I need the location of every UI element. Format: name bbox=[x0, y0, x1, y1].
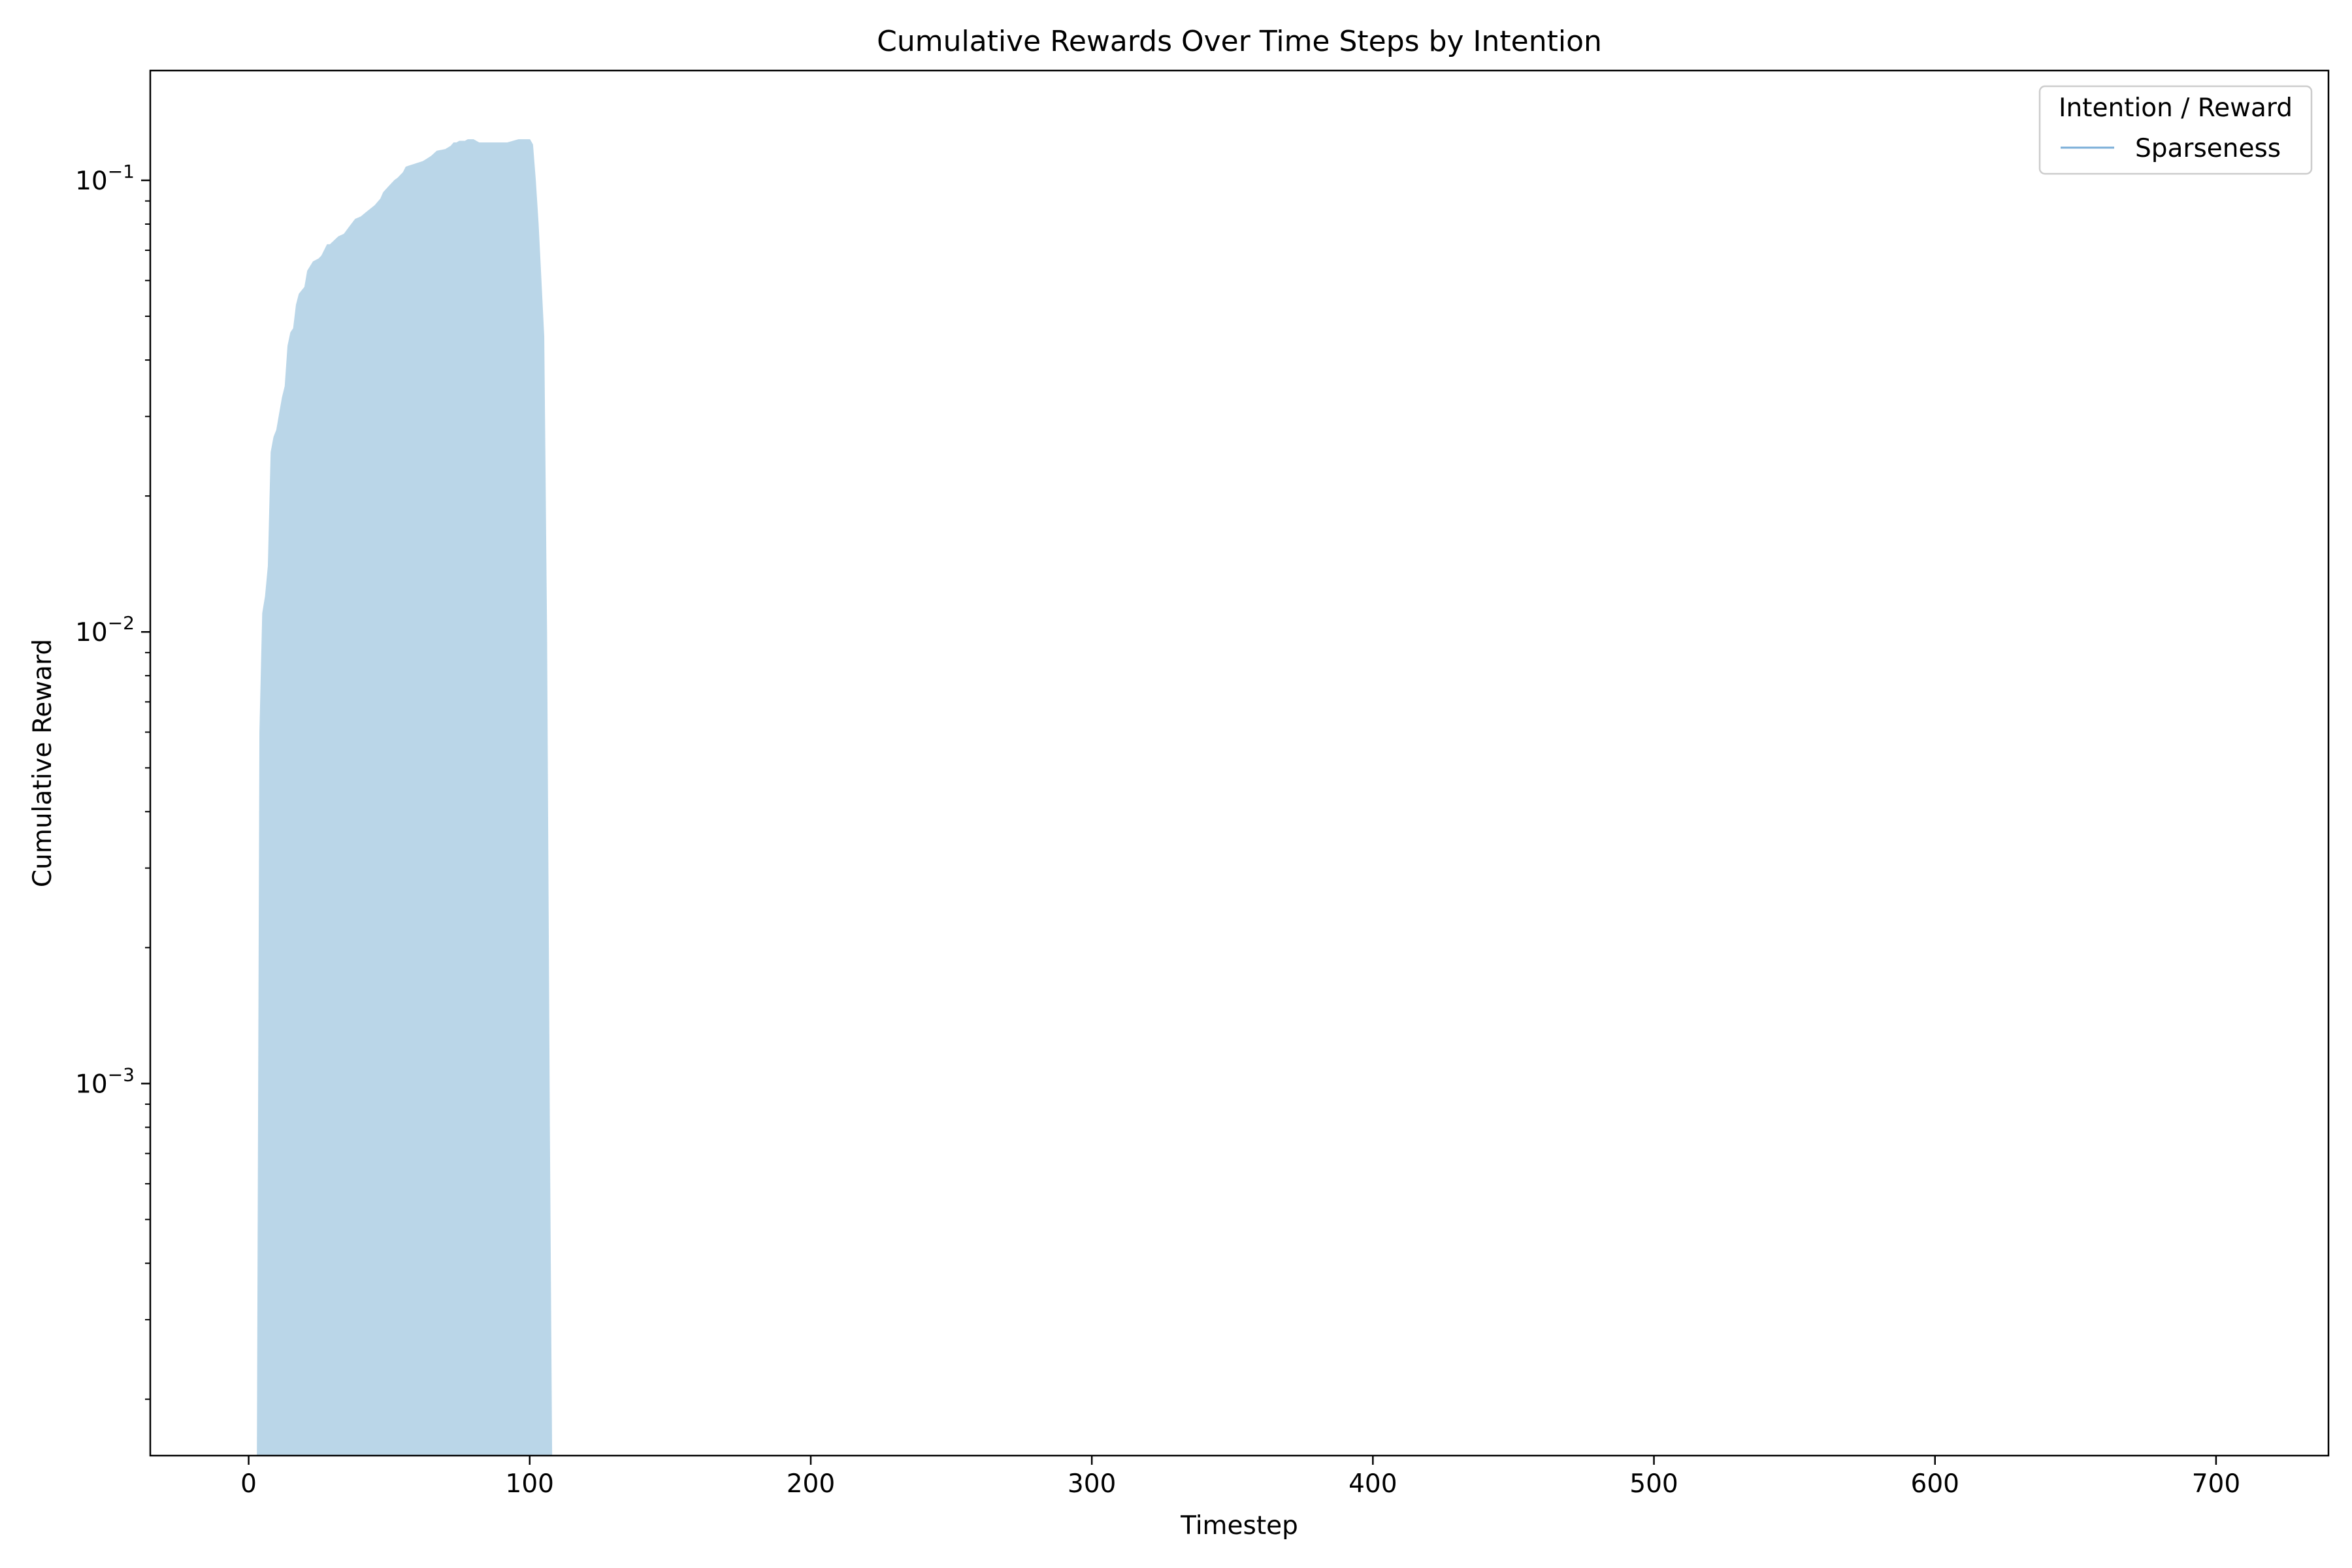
chart-title: Cumulative Rewards Over Time Steps by In… bbox=[877, 25, 1602, 58]
x-axis-label: Timestep bbox=[1180, 1511, 1298, 1541]
x-tick-label: 100 bbox=[506, 1469, 554, 1499]
y-axis: 10−3 10−2 10−1 bbox=[75, 161, 150, 1400]
series-layer bbox=[257, 139, 553, 1456]
legend-box bbox=[2038, 85, 2313, 175]
series-line-sparseness bbox=[257, 139, 553, 1456]
x-tick-label: 200 bbox=[787, 1469, 835, 1499]
y-tick-label: 10−1 bbox=[75, 161, 135, 196]
x-tick-label: 700 bbox=[2192, 1469, 2240, 1499]
x-tick-label: 400 bbox=[1348, 1469, 1397, 1499]
legend: Intention / Reward Sparseness bbox=[2038, 85, 2313, 175]
x-tick-label: 300 bbox=[1068, 1469, 1116, 1499]
x-tick-label: 0 bbox=[240, 1469, 257, 1499]
x-tick-label: 500 bbox=[1629, 1469, 1678, 1499]
y-tick-label: 10−3 bbox=[75, 1064, 135, 1099]
plot-frame bbox=[149, 69, 2330, 1457]
legend-title: Intention / Reward bbox=[2059, 93, 2293, 123]
y-tick-label: 10−2 bbox=[75, 612, 135, 647]
x-axis: 0 100 200 300 400 500 600 700 bbox=[240, 1456, 2240, 1499]
y-axis-label: Cumulative Reward bbox=[28, 639, 57, 887]
legend-entry-label: Sparseness bbox=[2135, 134, 2281, 163]
x-tick-label: 600 bbox=[1911, 1469, 1959, 1499]
series-area-sparseness bbox=[257, 139, 553, 1456]
